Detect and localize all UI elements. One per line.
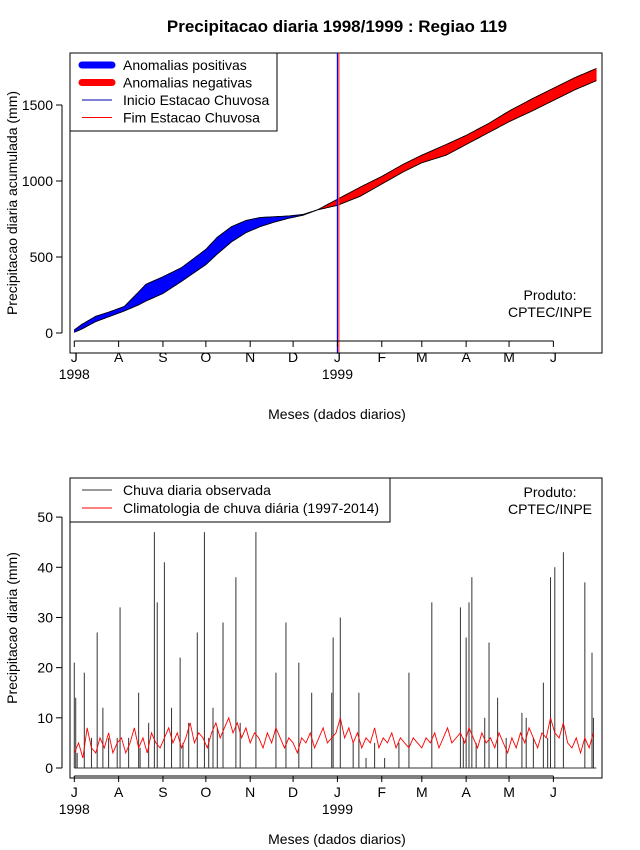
legend-label: Fim Estacao Chuvosa: [123, 110, 260, 126]
x-tick-label: A: [461, 784, 471, 800]
x-tick-label: J: [550, 784, 557, 800]
x-tick-label: A: [114, 784, 124, 800]
x-tick-label: M: [416, 784, 428, 800]
legend: Chuva diaria observada Climatologia de ch…: [69, 477, 391, 523]
x-tick-label: J: [334, 784, 341, 800]
x-tick-label: O: [200, 784, 211, 800]
x-tick-label: F: [377, 784, 386, 800]
year-label: 1998: [59, 366, 90, 382]
x-tick-label: A: [114, 349, 124, 365]
legend-label: Chuva diaria observada: [123, 482, 271, 498]
y-tick-label: 30: [37, 609, 53, 625]
y-axis: 0 10 20 30 40 50: [37, 509, 63, 776]
climatology-cumulative-line: [74, 68, 597, 333]
negative-anomaly-segment: [594, 68, 597, 82]
x-tick-label: F: [377, 349, 386, 365]
legend-label: Anomalias positivas: [123, 57, 247, 73]
y-tick-label: 10: [37, 710, 53, 726]
y-tick-label: 50: [37, 509, 53, 525]
annotation-line: CPTEC/INPE: [508, 501, 592, 517]
y-axis-label: Precipitacao diaria (mm): [4, 552, 20, 704]
year-label: 1999: [322, 801, 353, 817]
x-tick-label: D: [288, 784, 298, 800]
legend: Anomalias positivas Anomalias negativasIn…: [69, 52, 278, 132]
x-tick-label: M: [503, 784, 515, 800]
x-tick-label: S: [158, 784, 167, 800]
x-tick-label: J: [334, 349, 341, 365]
x-tick-label: N: [245, 349, 255, 365]
y-tick-label: 40: [37, 559, 53, 575]
y-axis: 0 500 1000 1500: [22, 97, 63, 341]
x-tick-label: N: [245, 784, 255, 800]
y-axis-label: Precipitacao diaria acumulada (mm): [4, 91, 20, 315]
legend-label: Climatologia de chuva diária (1997-2014): [123, 500, 379, 516]
annotation-line: CPTEC/INPE: [508, 304, 592, 320]
climatology-line: [73, 716, 594, 759]
x-tick-label: J: [550, 349, 557, 365]
y-tick-label: 500: [30, 249, 54, 265]
observed-cumulative-line: [74, 80, 597, 331]
y-tick-label: 1500: [22, 97, 53, 113]
year-label: 1998: [59, 801, 90, 817]
legend-box: [69, 477, 391, 523]
product-annotation: Produto: CPTEC/INPE: [508, 287, 592, 320]
x-tick-label: D: [288, 349, 298, 365]
x-tick-label: A: [461, 349, 471, 365]
annotation-line: Produto:: [524, 287, 577, 303]
season-lines: [336, 53, 340, 353]
legend-label: Inicio Estacao Chuvosa: [123, 92, 270, 108]
x-tick-label: O: [200, 349, 211, 365]
y-tick-label: 0: [45, 325, 53, 341]
x-axis-label: Meses (dados diarios): [268, 406, 406, 422]
x-axis-label: Meses (dados diarios): [268, 831, 406, 847]
y-tick-label: 1000: [22, 173, 53, 189]
x-tick-label: J: [71, 349, 78, 365]
y-tick-label: 20: [37, 660, 53, 676]
x-tick-label: M: [503, 349, 515, 365]
plot-frame: [69, 52, 603, 354]
y-tick-label: 0: [45, 760, 53, 776]
x-tick-label: M: [416, 349, 428, 365]
daily-series: [73, 532, 597, 769]
product-annotation: Produto: CPTEC/INPE: [508, 484, 592, 517]
x-tick-label: S: [158, 349, 167, 365]
anomaly-areas: [73, 68, 597, 333]
legend-label: Anomalias negativas: [123, 75, 252, 91]
annotation-line: Produto:: [524, 484, 577, 500]
x-tick-label: J: [71, 784, 78, 800]
year-label: 1999: [322, 366, 353, 382]
figure-title: Precipitacao diaria 1998/1999 : Regiao 1…: [167, 17, 507, 36]
